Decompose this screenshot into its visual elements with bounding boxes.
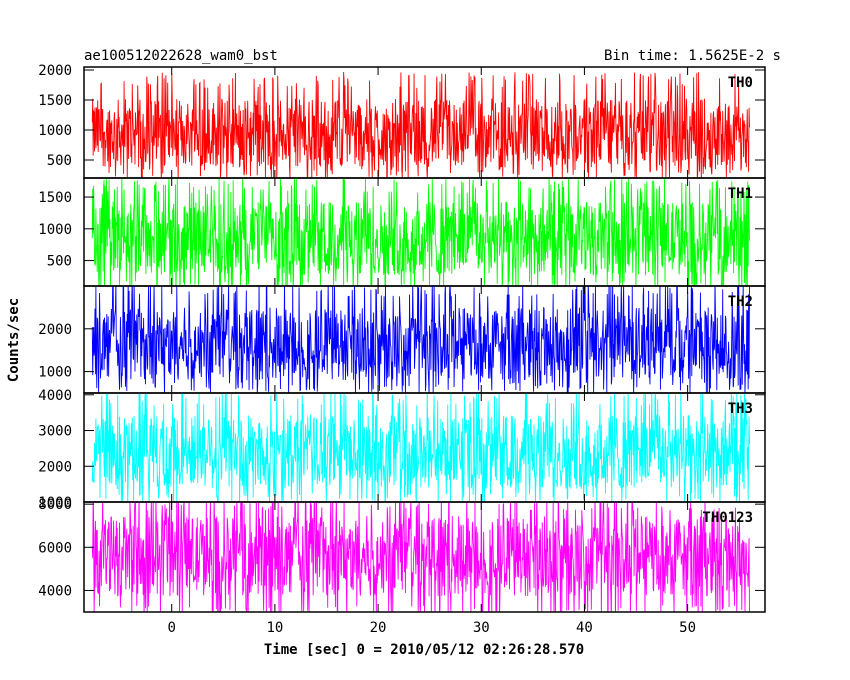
series-line-th0 bbox=[91, 72, 750, 178]
y-tick-label: 8000 bbox=[38, 497, 72, 513]
y-tick-label: 1000 bbox=[38, 495, 72, 511]
panel-frame bbox=[83, 501, 766, 613]
series-line-th2 bbox=[91, 286, 750, 393]
panel-label-th1: TH1 bbox=[728, 186, 753, 202]
y-tick-label: 2000 bbox=[38, 63, 72, 79]
y-tick-label: 500 bbox=[47, 254, 72, 270]
x-tick-label: 0 bbox=[167, 620, 175, 636]
y-tick-label: 6000 bbox=[38, 540, 72, 556]
y-tick-label: 4000 bbox=[38, 388, 72, 404]
series-line-th1 bbox=[91, 178, 750, 286]
y-tick-label: 1500 bbox=[38, 93, 72, 109]
y-axis-label: Counts/sec bbox=[6, 298, 22, 382]
panel-label-th2: TH2 bbox=[728, 294, 753, 310]
chart-title: ae100512022628_wam0_bst bbox=[84, 48, 278, 64]
panel-th1: 500 1000 1500 TH1 bbox=[38, 177, 766, 287]
panels-group: 500 1000 1500 2000 TH0 500 1000 1500 TH1 1000 2000… bbox=[38, 63, 766, 613]
panel-th0: 500 1000 1500 2000 TH0 bbox=[38, 63, 766, 179]
x-tick-label: 20 bbox=[370, 620, 387, 636]
panel-label-th0123: TH0123 bbox=[702, 510, 753, 526]
y-tick-label: 500 bbox=[47, 153, 72, 169]
panel-label-th3: TH3 bbox=[728, 401, 753, 417]
panel-label-th0: TH0 bbox=[728, 75, 753, 91]
x-tick-label: 50 bbox=[679, 620, 696, 636]
x-tick-label: 10 bbox=[266, 620, 283, 636]
y-tick-label: 1000 bbox=[38, 365, 72, 381]
x-tick-label: 40 bbox=[576, 620, 593, 636]
series-line-th3 bbox=[91, 393, 750, 502]
bin-time-label: Bin time: 1.5625E-2 s bbox=[604, 48, 781, 64]
panel-th2: 1000 2000 TH2 bbox=[38, 285, 766, 394]
y-tick-label: 2000 bbox=[38, 322, 72, 338]
panel-th3: 1000 2000 3000 4000 TH3 bbox=[38, 388, 766, 511]
y-tick-label: 4000 bbox=[38, 583, 72, 599]
y-tick-label: 2000 bbox=[38, 459, 72, 475]
y-tick-label: 3000 bbox=[38, 424, 72, 440]
x-tick-label: 30 bbox=[473, 620, 490, 636]
panel-th0123: 4000 6000 8000 TH0123 bbox=[38, 497, 766, 613]
x-axis: 0 10 20 30 40 50 bbox=[167, 620, 696, 636]
y-tick-label: 1000 bbox=[38, 222, 72, 238]
x-axis-label: Time [sec] 0 = 2010/05/12 02:26:28.570 bbox=[264, 642, 584, 658]
y-tick-label: 1500 bbox=[38, 190, 72, 206]
series-line-th0123 bbox=[91, 502, 750, 612]
y-tick-label: 1000 bbox=[38, 123, 72, 139]
